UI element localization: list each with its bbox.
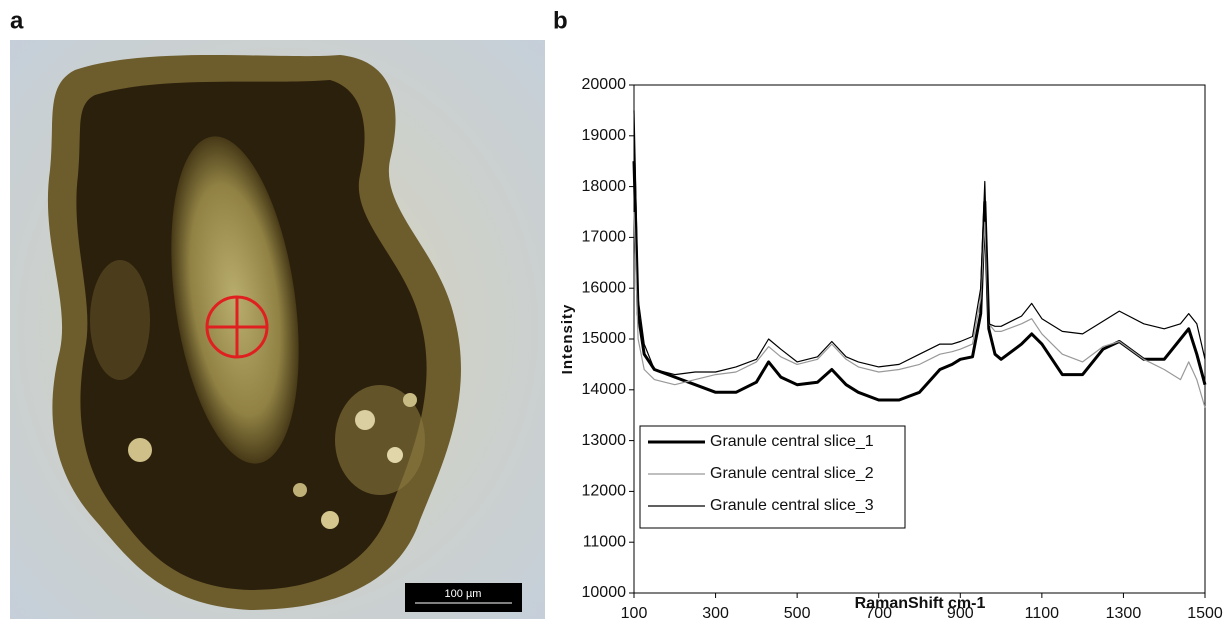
y-tick-label: 10000 bbox=[582, 584, 627, 601]
y-tick-label: 15000 bbox=[582, 330, 627, 347]
panel-label: a bbox=[10, 7, 24, 34]
x-tick-label: 1100 bbox=[1025, 605, 1060, 619]
x-tick-label: 900 bbox=[947, 605, 974, 619]
x-tick-label: 300 bbox=[702, 605, 729, 619]
legend-label: Granule central slice_1 bbox=[710, 433, 874, 450]
series-line bbox=[633, 110, 1206, 376]
y-axis-label: Intensity bbox=[559, 304, 576, 375]
legend-label: Granule central slice_3 bbox=[710, 497, 874, 514]
y-tick-label: 14000 bbox=[582, 381, 627, 398]
y-tick-label: 17000 bbox=[582, 229, 627, 246]
y-tick-label: 11000 bbox=[583, 533, 626, 550]
y-tick-label: 12000 bbox=[582, 483, 627, 500]
x-tick-label: 1500 bbox=[1187, 605, 1223, 619]
scale-bar-label: 100 µm bbox=[445, 588, 482, 600]
x-tick-label: 500 bbox=[784, 605, 811, 619]
y-tick-label: 13000 bbox=[582, 432, 627, 449]
x-tick-label: 100 bbox=[621, 605, 648, 619]
x-tick-label: 700 bbox=[865, 605, 892, 619]
micrograph: 100 µm bbox=[10, 40, 545, 619]
panel-label: b bbox=[553, 7, 568, 34]
series-line bbox=[632, 161, 1207, 402]
y-tick-label: 18000 bbox=[582, 178, 627, 195]
y-tick-label: 16000 bbox=[582, 279, 627, 296]
x-axis-label: RamanShift cm-1 bbox=[855, 595, 986, 612]
y-tick-label: 19000 bbox=[582, 127, 627, 144]
y-tick-label: 20000 bbox=[582, 76, 627, 93]
x-tick-label: 1300 bbox=[1106, 605, 1142, 619]
legend-label: Granule central slice_2 bbox=[710, 465, 874, 482]
series-line bbox=[633, 211, 1206, 408]
